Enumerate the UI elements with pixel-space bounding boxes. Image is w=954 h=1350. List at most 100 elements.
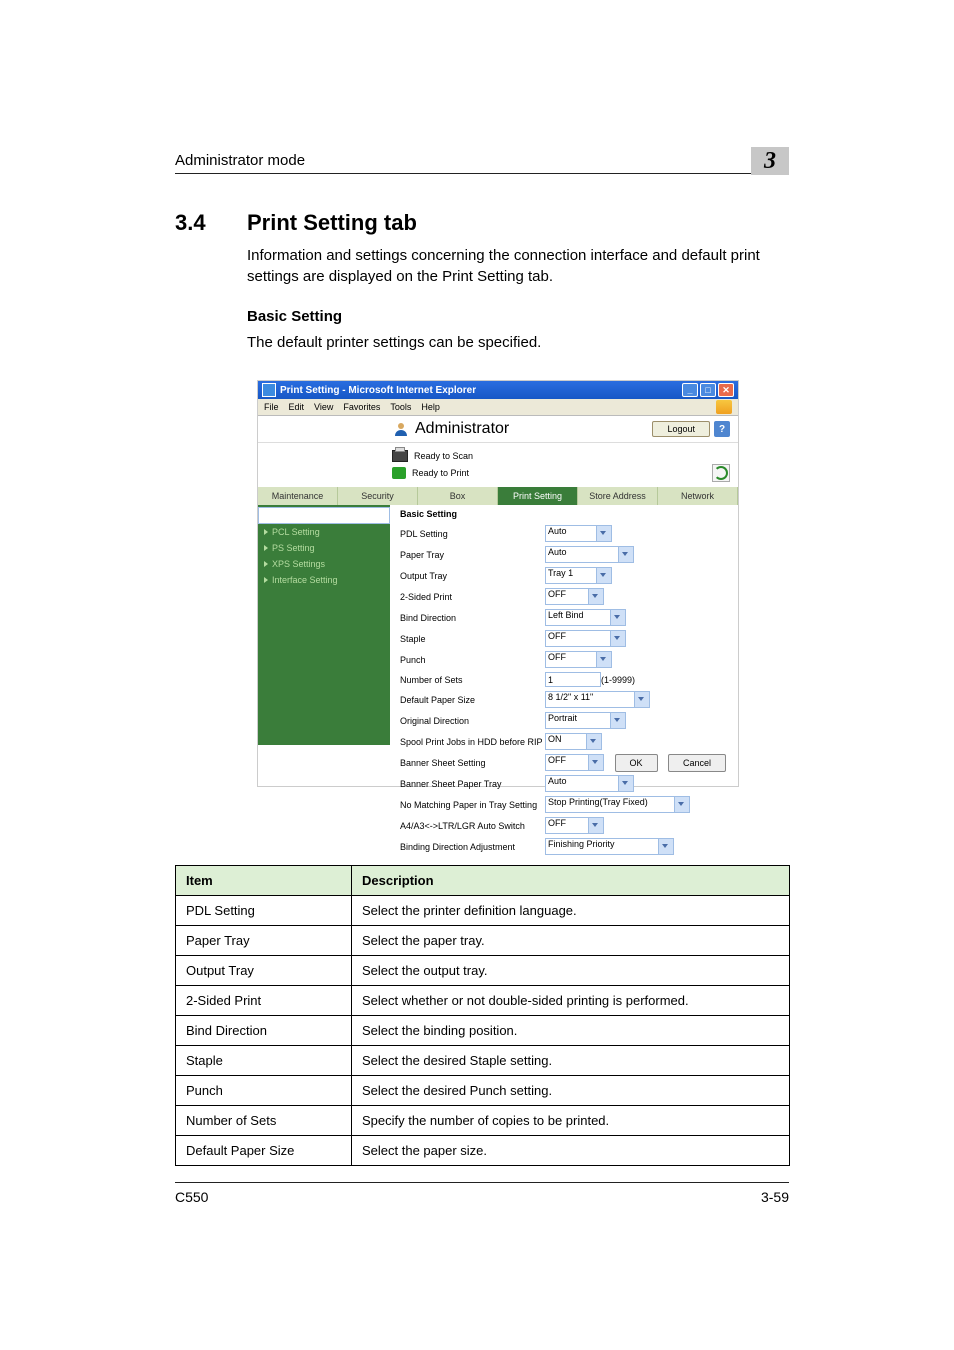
close-button[interactable]: ✕ — [718, 383, 734, 397]
tab-maintenance[interactable]: Maintenance — [258, 487, 338, 505]
chevron-down-icon[interactable] — [611, 609, 626, 626]
form-label: Staple — [400, 634, 545, 644]
form-label: Banner Sheet Paper Tray — [400, 779, 545, 789]
table-row: Bind DirectionSelect the binding positio… — [176, 1016, 790, 1046]
minimize-button[interactable]: _ — [682, 383, 698, 397]
form-label: 2-Sided Print — [400, 592, 545, 602]
select-value[interactable]: Portrait — [545, 712, 611, 729]
number-input[interactable] — [545, 672, 601, 687]
chevron-down-icon[interactable] — [659, 838, 674, 855]
chevron-down-icon[interactable] — [589, 817, 604, 834]
menu-edit[interactable]: Edit — [289, 402, 305, 412]
table-cell: Paper Tray — [176, 926, 352, 956]
tab-network[interactable]: Network — [658, 487, 738, 505]
sidebar-item-interface-setting[interactable]: Interface Setting — [258, 572, 390, 588]
form-row: Default Paper Size8 1/2" x 11" — [400, 689, 730, 710]
chevron-down-icon[interactable] — [611, 630, 626, 647]
tab-store-address[interactable]: Store Address — [578, 487, 658, 505]
table-cell: PDL Setting — [176, 896, 352, 926]
select-value[interactable]: ON — [545, 733, 587, 750]
form-row: A4/A3<->LTR/LGR Auto SwitchOFF — [400, 815, 730, 836]
select-value[interactable]: OFF — [545, 817, 589, 834]
section-intro-text: Information and settings concerning the … — [247, 245, 787, 287]
menu-file[interactable]: File — [264, 402, 279, 412]
sidebar-item-pcl-setting[interactable]: PCL Setting — [258, 524, 390, 540]
logout-button[interactable]: Logout — [652, 421, 710, 437]
chevron-down-icon[interactable] — [619, 546, 634, 563]
refresh-button[interactable] — [712, 464, 730, 482]
chevron-down-icon[interactable] — [597, 525, 612, 542]
form-label: Output Tray — [400, 571, 545, 581]
select-value[interactable]: OFF — [545, 754, 589, 771]
select-value[interactable]: OFF — [545, 588, 589, 605]
select-value[interactable]: OFF — [545, 651, 597, 668]
chapter-number-badge: 3 — [751, 147, 789, 175]
chevron-down-icon[interactable] — [611, 712, 626, 729]
menu-tools[interactable]: Tools — [390, 402, 411, 412]
table-cell: Default Paper Size — [176, 1136, 352, 1166]
select-value[interactable]: OFF — [545, 630, 611, 647]
menu-view[interactable]: View — [314, 402, 333, 412]
window-title: Print Setting - Microsoft Internet Explo… — [280, 385, 682, 396]
table-cell: Select the desired Staple setting. — [352, 1046, 790, 1076]
scanner-status-icon — [392, 450, 408, 462]
tab-print-setting[interactable]: Print Setting — [498, 487, 578, 505]
form-label: A4/A3<->LTR/LGR Auto Switch — [400, 821, 545, 831]
page-header-title: Administrator mode — [175, 152, 305, 173]
browser-menubar: File Edit View Favorites Tools Help — [258, 399, 738, 416]
sidebar-item-ps-setting[interactable]: PS Setting — [258, 540, 390, 556]
form-row: 2-Sided PrintOFF — [400, 586, 730, 607]
triangle-icon — [261, 513, 265, 519]
chevron-down-icon[interactable] — [589, 754, 604, 771]
select-value[interactable]: Auto — [545, 525, 597, 542]
ok-button[interactable]: OK — [615, 754, 658, 772]
table-row: PDL SettingSelect the printer definition… — [176, 896, 790, 926]
section-title: Print Setting tab — [247, 210, 417, 236]
select-value[interactable]: 8 1/2" x 11" — [545, 691, 635, 708]
maximize-button[interactable]: □ — [700, 383, 716, 397]
printer-status: Ready to Print — [412, 468, 469, 478]
cancel-button[interactable]: Cancel — [668, 754, 726, 772]
form-label: Original Direction — [400, 716, 545, 726]
table-row: Default Paper SizeSelect the paper size. — [176, 1136, 790, 1166]
ie-flag-icon — [716, 400, 732, 414]
table-cell: Select the paper size. — [352, 1136, 790, 1166]
chevron-down-icon[interactable] — [675, 796, 690, 813]
form-row: Paper TrayAuto — [400, 544, 730, 565]
form-label: Binding Direction Adjustment — [400, 842, 545, 852]
select-value[interactable]: Stop Printing(Tray Fixed) — [545, 796, 675, 813]
tab-security[interactable]: Security — [338, 487, 418, 505]
table-header-item: Item — [176, 866, 352, 896]
table-cell: Punch — [176, 1076, 352, 1106]
table-row: Output TraySelect the output tray. — [176, 956, 790, 986]
chevron-down-icon[interactable] — [597, 651, 612, 668]
table-cell: Number of Sets — [176, 1106, 352, 1136]
chevron-down-icon[interactable] — [635, 691, 650, 708]
input-suffix: (1-9999) — [601, 675, 635, 685]
triangle-icon — [264, 529, 268, 535]
menu-favorites[interactable]: Favorites — [343, 402, 380, 412]
chevron-down-icon[interactable] — [587, 733, 602, 750]
sidebar-item-label: Interface Setting — [272, 575, 338, 585]
chevron-down-icon[interactable] — [589, 588, 604, 605]
table-row: 2-Sided PrintSelect whether or not doubl… — [176, 986, 790, 1016]
menu-help[interactable]: Help — [421, 402, 440, 412]
table-cell: Select the printer definition language. — [352, 896, 790, 926]
sidebar-item-xps-settings[interactable]: XPS Settings — [258, 556, 390, 572]
form-label: Default Paper Size — [400, 695, 545, 705]
browser-screenshot: Print Setting - Microsoft Internet Explo… — [257, 380, 739, 787]
select-value[interactable]: Finishing Priority — [545, 838, 659, 855]
select-value[interactable]: Left Bind — [545, 609, 611, 626]
table-row: PunchSelect the desired Punch setting. — [176, 1076, 790, 1106]
sidebar-item-basic-setting[interactable]: Basic Setting — [258, 507, 390, 524]
select-value[interactable]: Auto — [545, 546, 619, 563]
select-value[interactable]: Tray 1 — [545, 567, 597, 584]
select-value[interactable]: Auto — [545, 775, 619, 792]
table-cell: Bind Direction — [176, 1016, 352, 1046]
chevron-down-icon[interactable] — [597, 567, 612, 584]
tab-box[interactable]: Box — [418, 487, 498, 505]
subsection-heading: Basic Setting — [247, 308, 342, 325]
help-button[interactable]: ? — [714, 421, 730, 437]
chevron-down-icon[interactable] — [619, 775, 634, 792]
form-label: Spool Print Jobs in HDD before RIP — [400, 737, 545, 747]
